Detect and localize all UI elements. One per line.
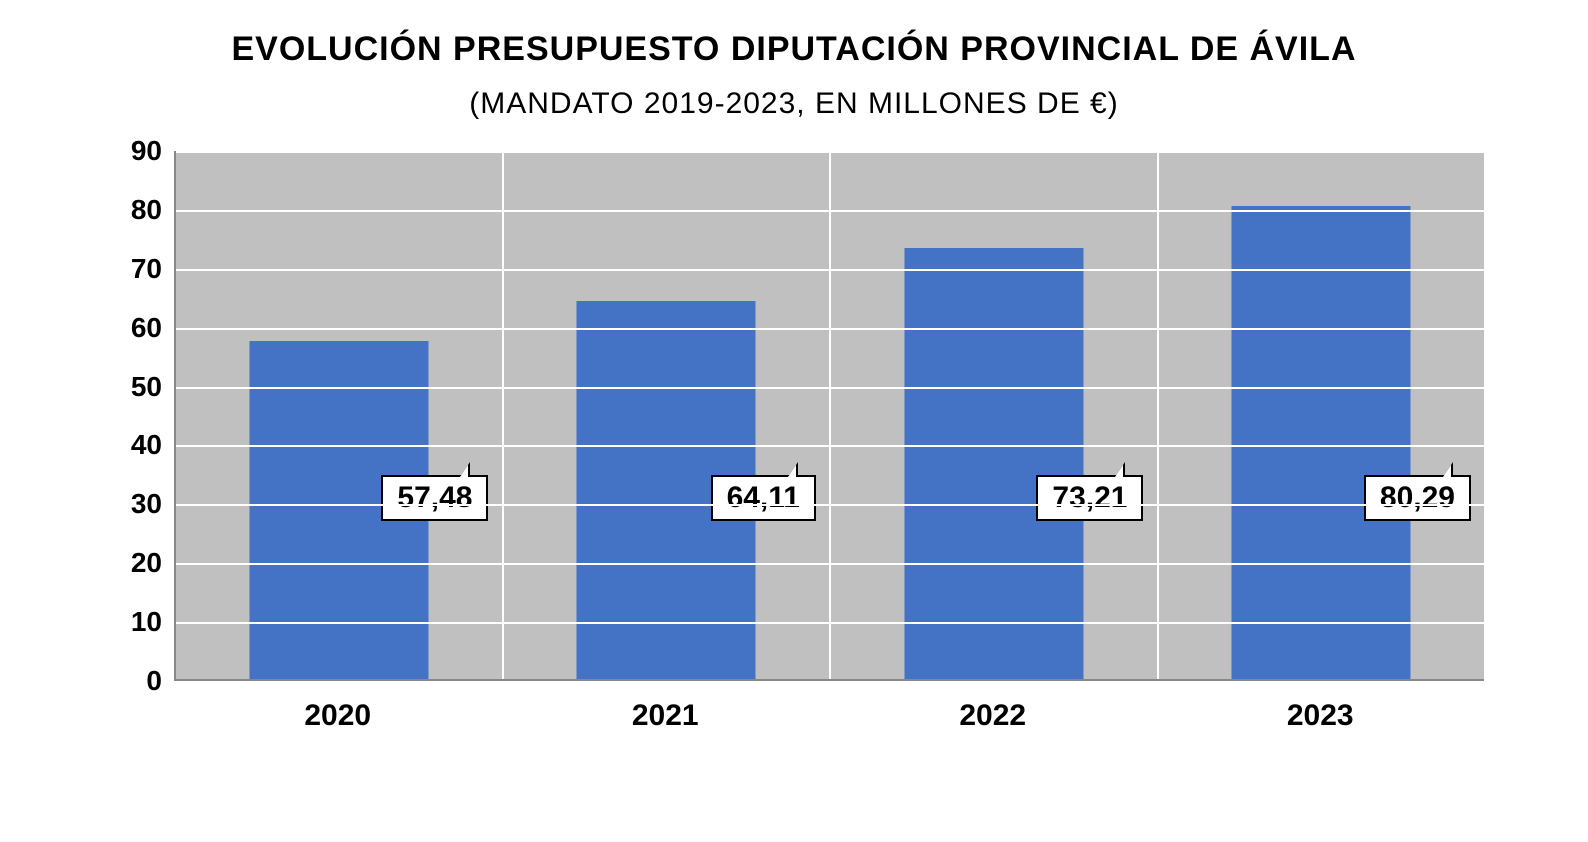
bar-slot: 64,11 — [504, 151, 832, 679]
ytick-label: 80 — [116, 194, 176, 226]
bar — [1232, 206, 1411, 679]
value-callout: 57,48 — [381, 475, 488, 521]
gridline — [176, 151, 1484, 153]
ytick-label: 40 — [116, 429, 176, 461]
value-callout: 64,11 — [711, 475, 816, 521]
bar — [904, 248, 1083, 679]
ytick-label: 90 — [116, 135, 176, 167]
x-axis: 2020202120222023 — [174, 681, 1484, 733]
xtick-label: 2023 — [1157, 681, 1485, 733]
gridline — [176, 210, 1484, 212]
gridline — [176, 328, 1484, 330]
ytick-label: 60 — [116, 312, 176, 344]
gridline — [176, 563, 1484, 565]
gridline — [176, 445, 1484, 447]
ytick-label: 0 — [116, 665, 176, 697]
bar-slot: 57,48 — [176, 151, 504, 679]
chart-title: EVOLUCIÓN PRESUPUESTO DIPUTACIÓN PROVINC… — [60, 30, 1528, 69]
value-callout: 73,21 — [1036, 475, 1143, 521]
bar-slot: 80,29 — [1159, 151, 1485, 679]
ytick-label: 10 — [116, 606, 176, 638]
plot-area: 57,4864,1173,2180,29 0102030405060708090 — [174, 151, 1484, 681]
gridline — [176, 504, 1484, 506]
ytick-label: 50 — [116, 371, 176, 403]
ytick-label: 20 — [116, 547, 176, 579]
gridline — [176, 622, 1484, 624]
xtick-label: 2021 — [502, 681, 830, 733]
ytick-label: 70 — [116, 253, 176, 285]
budget-chart: EVOLUCIÓN PRESUPUESTO DIPUTACIÓN PROVINC… — [0, 0, 1588, 842]
xtick-label: 2020 — [174, 681, 502, 733]
value-callout: 80,29 — [1364, 475, 1471, 521]
bar-slot: 73,21 — [831, 151, 1159, 679]
chart-subtitle: (MANDATO 2019-2023, EN MILLONES DE €) — [60, 87, 1528, 121]
gridline — [176, 387, 1484, 389]
bars-layer: 57,48 64,11 73,21 80,29 — [176, 151, 1484, 679]
ytick-label: 30 — [116, 488, 176, 520]
xtick-label: 2022 — [829, 681, 1157, 733]
plot-wrap: 57,4864,1173,2180,29 0102030405060708090… — [104, 151, 1484, 733]
gridline — [176, 269, 1484, 271]
title-block: EVOLUCIÓN PRESUPUESTO DIPUTACIÓN PROVINC… — [60, 30, 1528, 121]
